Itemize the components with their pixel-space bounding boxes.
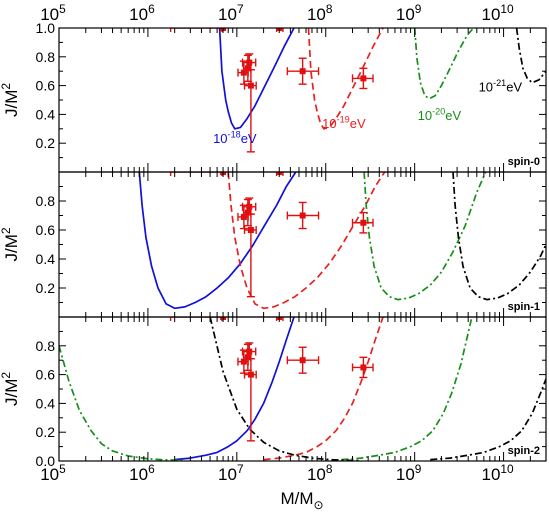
data-point [299,357,306,364]
panel-label-spin-2: spin-2 [508,445,540,457]
curve-label-1e-21: 10-21eV [479,78,523,94]
curve-label-1e-20: 10-20eV [418,107,462,123]
data-point [240,358,247,365]
y-tick-label: 0.8 [36,193,56,209]
x-tick-label-top: 106 [129,2,155,24]
panel-frame-spin-1 [58,171,547,318]
data-point [246,203,253,210]
y-tick-label-zero: 0.0 [36,453,56,469]
data-point [360,75,367,82]
curve-1e-20-spin-1 [363,172,487,301]
x-tick-label-bottom: 105 [40,462,66,484]
y-tick-label: 0.2 [36,424,56,440]
data-point [360,219,367,226]
curve-label-1e-19: 10-19eV [322,115,366,131]
x-tick-label-top: 108 [307,2,333,24]
curve-1e-20-spin-2 [341,317,473,461]
y-tick-label: 0.4 [36,251,56,267]
panel-plot-area-spin-0 [169,28,546,153]
data-point [247,371,254,378]
curve-label-1e-18: 10-18eV [213,130,257,146]
data-point [299,68,306,75]
curve-1e-20-spin-0 [413,28,475,100]
y-tick-label: 0.6 [36,78,56,94]
curve-1e-21-spin-2 [209,317,362,461]
curve-1e-18-spin-1 [138,172,297,310]
data-point [246,59,253,66]
panel-frame-spin-2 [58,316,547,462]
x-tick-label-bottom: 107 [218,462,244,484]
y-tick-label: 1.0 [36,20,56,36]
data-point [246,348,253,355]
curve-1e-21-spin-2 [430,378,546,461]
y-tick-label: 0.6 [36,367,56,383]
data-point [244,209,251,216]
data-point [240,213,247,220]
data-point [247,82,254,89]
x-tick-label-top: 107 [218,2,244,24]
panel-frame-spin-0 [58,27,547,173]
curve-1e-21-spin-1 [452,172,546,301]
y-tick-label: 0.8 [36,49,56,65]
x-tick-label-top: 105 [40,2,66,24]
x-tick-label-bottom: 108 [307,462,333,484]
x-tick-label-bottom: 106 [129,462,155,484]
curve-1e-18-spin-2 [174,317,295,461]
x-axis-label: M/M⊙ [280,489,323,512]
y-axis-label: J/M2 [0,83,21,117]
data-point [240,69,247,76]
y-tick-label: 0.2 [36,135,56,151]
curve-1e-21-spin-0 [515,28,546,84]
panel-label-spin-1: spin-1 [508,301,540,313]
curve-1e-19-spin-1 [227,172,386,310]
panel-plot-area-spin-2 [59,317,546,461]
data-point [244,65,251,72]
y-axis-label: J/M2 [0,227,21,261]
data-point [299,212,306,219]
curve-1e-20-spin-2 [59,345,184,461]
x-tick-label-bottom: 109 [396,462,422,484]
y-axis-label: J/M2 [0,372,21,406]
data-point [244,354,251,361]
y-tick-label: 0.4 [36,395,56,411]
y-tick-label: 0.8 [36,338,56,354]
y-tick-label: 0.6 [36,222,56,238]
curve-1e-19-spin-2 [263,317,384,461]
curve-1e-18-spin-0 [218,28,295,130]
y-tick-label: 0.2 [36,280,56,296]
x-tick-label-top: 109 [396,2,422,24]
x-tick-label-bottom: 1010 [481,462,514,484]
panel-plot-area-spin-1 [138,172,546,310]
panel-label-spin-0: spin-0 [508,156,540,168]
y-tick-label: 0.4 [36,106,56,122]
data-point [247,227,254,233]
x-tick-label-top: 1010 [481,2,514,24]
data-point [360,364,367,371]
